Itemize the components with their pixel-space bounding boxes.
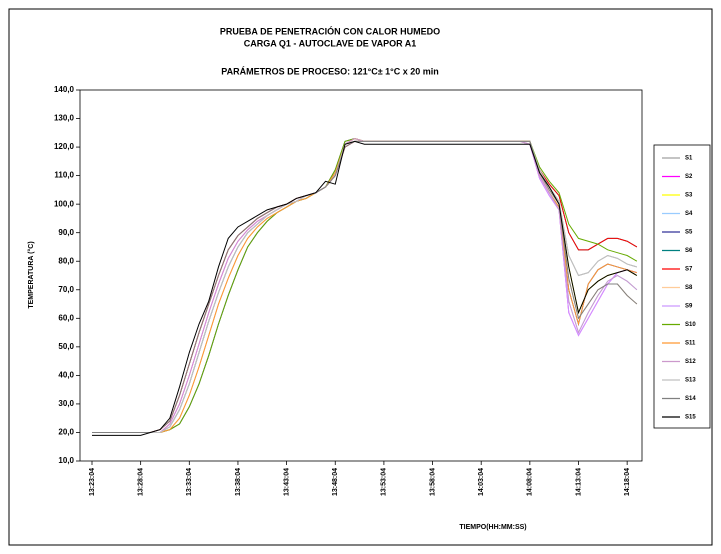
plot-area xyxy=(79,89,643,462)
legend-box xyxy=(653,144,711,429)
y-tick-label: 40,0 xyxy=(58,370,74,379)
y-tick-label: 130,0 xyxy=(54,114,75,123)
y-axis-label: TEMPERATURA (°C) xyxy=(27,241,35,308)
y-tick-label: 100,0 xyxy=(54,199,75,208)
series-line xyxy=(92,140,638,436)
y-tick-label: 140,0 xyxy=(54,85,75,94)
legend-label: S8 xyxy=(685,285,693,291)
legend-label: S7 xyxy=(685,267,693,273)
y-tick-label: 10,0 xyxy=(58,456,74,465)
legend-label: S1 xyxy=(685,156,693,162)
legend-label: S9 xyxy=(685,304,693,310)
x-tick-label: 13:53:04 xyxy=(381,468,388,496)
x-tick-label: 13:38:04 xyxy=(235,468,242,496)
y-tick-label: 70,0 xyxy=(58,285,74,294)
chart-title: PRUEBA DE PENETRACIÓN CON CALOR HUMEDO xyxy=(220,25,440,36)
legend-label: S15 xyxy=(685,415,696,421)
legend-label: S6 xyxy=(685,248,693,254)
x-tick-label: 13:33:04 xyxy=(186,468,193,496)
annotation: PARÁMETROS DE PROCESO: 121°C± 1°C x 20 m… xyxy=(221,66,439,76)
x-tick-label: 13:23:04 xyxy=(89,468,96,496)
x-tick-label: 14:03:04 xyxy=(478,468,485,496)
x-tick-label: 13:43:04 xyxy=(283,468,290,496)
y-tick-label: 50,0 xyxy=(58,342,74,351)
series-line xyxy=(92,140,638,433)
x-tick-label: 14:13:04 xyxy=(575,468,582,496)
y-tick-label: 110,0 xyxy=(54,171,74,180)
legend-label: S14 xyxy=(685,396,696,402)
legend-label: S10 xyxy=(685,322,696,328)
legend-label: S2 xyxy=(685,174,693,180)
y-tick-label: 60,0 xyxy=(58,313,74,322)
legend-label: S12 xyxy=(685,359,696,365)
y-tick-label: 30,0 xyxy=(58,399,74,408)
chart-subtitle: CARGA Q1 - AUTOCLAVE DE VAPOR A1 xyxy=(244,38,417,48)
legend-label: S4 xyxy=(685,211,693,217)
x-axis-label: TIEMPO(HH:MM:SS) xyxy=(459,524,526,531)
y-tick-label: 20,0 xyxy=(58,428,74,437)
x-tick-label: 14:08:04 xyxy=(527,468,534,496)
legend-label: S13 xyxy=(685,378,696,384)
y-tick-label: 80,0 xyxy=(58,256,74,265)
legend-label: S5 xyxy=(685,230,693,236)
x-tick-label: 13:48:04 xyxy=(332,468,339,496)
x-tick-label: 13:58:04 xyxy=(429,468,436,496)
chart-border xyxy=(8,8,713,546)
y-tick-label: 120,0 xyxy=(54,142,75,151)
legend-label: S3 xyxy=(685,193,693,199)
y-tick-label: 90,0 xyxy=(58,228,74,237)
legend-label: S11 xyxy=(685,341,696,347)
x-tick-label: 13:28:04 xyxy=(137,468,144,496)
x-tick-label: 14:18:04 xyxy=(624,468,631,496)
